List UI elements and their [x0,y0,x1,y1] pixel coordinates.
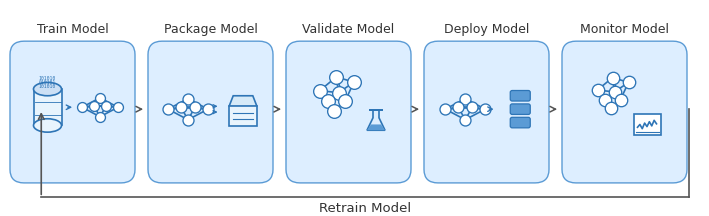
Bar [634,114,661,135]
Text: Package Model: Package Model [164,23,257,36]
Text: Retrain Model: Retrain Model [319,202,411,215]
Bar [229,106,257,126]
Text: 010101: 010101 [39,80,56,85]
Ellipse shape [33,119,62,132]
FancyBboxPatch shape [424,41,549,183]
Text: 101010: 101010 [39,84,56,89]
Text: 101010: 101010 [39,76,56,81]
Polygon shape [367,110,385,130]
Text: Train Model: Train Model [37,23,108,36]
Polygon shape [367,124,385,130]
FancyBboxPatch shape [286,41,411,183]
FancyBboxPatch shape [148,41,273,183]
Text: Deploy Model: Deploy Model [444,23,529,36]
Text: Validate Model: Validate Model [302,23,395,36]
Ellipse shape [33,82,62,96]
FancyBboxPatch shape [10,41,135,183]
FancyBboxPatch shape [510,91,530,101]
FancyBboxPatch shape [510,117,530,128]
Polygon shape [229,96,257,106]
Bar [33,89,62,125]
FancyBboxPatch shape [562,41,687,183]
Text: Monitor Model: Monitor Model [580,23,669,36]
FancyBboxPatch shape [510,104,530,114]
